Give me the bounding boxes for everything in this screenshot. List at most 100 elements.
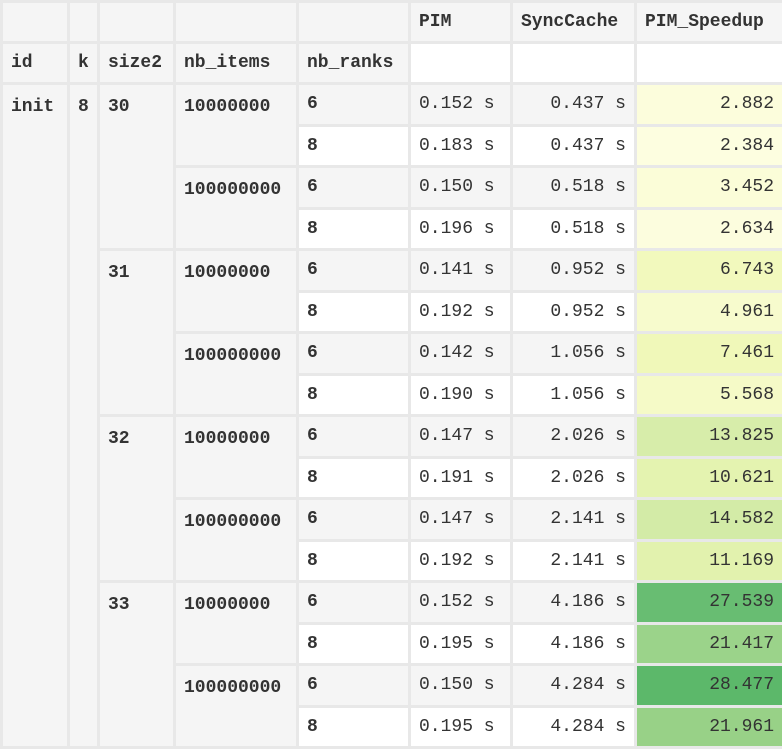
header-synccache: SyncCache (510, 0, 637, 44)
pim-cell: 0.152 s (408, 82, 513, 127)
speedup-cell: 3.452 (634, 165, 782, 210)
pim-cell: 0.147 s (408, 414, 513, 459)
synccache-cell: 4.284 s (510, 663, 637, 708)
synccache-cell: 0.952 s (510, 289, 637, 334)
table-row: 8 0.192 s 0.952 s 4.961 (2, 289, 782, 334)
id-cell: init (0, 82, 70, 749)
nb-items-cell: 10000000 (173, 414, 299, 500)
header-nb-items: nb_items (173, 41, 299, 85)
speedup-cell: 11.169 (634, 538, 782, 583)
nb-ranks-cell: 8 (296, 206, 411, 251)
k-cell: 8 (67, 82, 100, 749)
nb-ranks-cell: 8 (296, 372, 411, 417)
header-pim-speedup: PIM_Speedup (634, 0, 782, 44)
synccache-cell: 2.141 s (510, 538, 637, 583)
pim-cell: 0.192 s (408, 289, 513, 334)
nb-items-cell: 100000000 (173, 165, 299, 251)
table-row: 100000000 6 0.142 s 1.056 s 7.461 (2, 331, 782, 417)
nb-items-cell: 10000000 (173, 248, 299, 334)
pim-cell: 0.196 s (408, 206, 513, 251)
pim-cell: 0.195 s (408, 704, 513, 749)
synccache-cell: 0.437 s (510, 123, 637, 168)
table-row: 8 0.192 s 2.141 s 11.169 (2, 538, 782, 583)
nb-ranks-cell: 8 (296, 123, 411, 168)
pim-cell: 0.183 s (408, 123, 513, 168)
nb-ranks-cell: 6 (296, 663, 411, 708)
speedup-cell: 2.384 (634, 123, 782, 168)
pim-cell: 0.190 s (408, 372, 513, 417)
nb-ranks-cell: 6 (296, 497, 411, 542)
table-row: init 8 30 10000000 6 0.152 s 0.437 s 2.882 (0, 82, 782, 749)
speedup-cell: 6.743 (634, 248, 782, 293)
speedup-cell: 5.568 (634, 372, 782, 417)
synccache-cell: 1.056 s (510, 372, 637, 417)
pim-cell: 0.142 s (408, 331, 513, 376)
pim-cell: 0.150 s (408, 165, 513, 210)
synccache-cell: 0.952 s (510, 248, 637, 293)
speedup-cell: 21.961 (634, 704, 782, 749)
speedup-cell: 13.825 (634, 414, 782, 459)
header-blank-synccache (510, 41, 637, 85)
table-row: 8 0.183 s 0.437 s 2.384 (2, 123, 782, 168)
speedup-cell: 27.539 (634, 580, 782, 625)
synccache-cell: 4.284 s (510, 704, 637, 749)
header-id: id (0, 41, 70, 85)
size2-cell: 31 (97, 248, 176, 417)
nb-items-cell: 10000000 (173, 82, 299, 168)
nb-ranks-cell: 8 (296, 704, 411, 749)
header-nb-ranks: nb_ranks (296, 41, 411, 85)
speedup-cell: 28.477 (634, 663, 782, 708)
table-row: 8 0.190 s 1.056 s 5.568 (2, 372, 782, 417)
table-row: 100000000 6 0.150 s 0.518 s 3.452 (2, 165, 782, 251)
nb-items-cell: 10000000 (173, 580, 299, 666)
synccache-cell: 2.026 s (510, 414, 637, 459)
header-blank-nb-items (173, 0, 299, 44)
synccache-cell: 2.026 s (510, 455, 637, 500)
header-blank-size2 (97, 0, 176, 44)
nb-items-cell: 100000000 (173, 497, 299, 583)
pim-cell: 0.195 s (408, 621, 513, 666)
header-blank-speedup (634, 41, 782, 85)
table-row: 33 10000000 6 0.152 s 4.186 s 27.539 (2, 580, 782, 749)
nb-ranks-cell: 6 (296, 580, 411, 625)
speedup-cell: 4.961 (634, 289, 782, 334)
table-row: 31 10000000 6 0.141 s 0.952 s 6.743 (2, 248, 782, 417)
size2-cell: 33 (97, 580, 176, 749)
speedup-cell: 14.582 (634, 497, 782, 542)
synccache-cell: 2.141 s (510, 497, 637, 542)
pim-cell: 0.141 s (408, 248, 513, 293)
header-pim: PIM (408, 0, 513, 44)
nb-ranks-cell: 8 (296, 455, 411, 500)
nb-ranks-cell: 6 (296, 82, 411, 127)
header-blank-id (0, 0, 70, 44)
nb-items-cell: 100000000 (173, 331, 299, 417)
header-row-columns: PIM SyncCache PIM_Speedup (0, 0, 782, 44)
nb-ranks-cell: 6 (296, 331, 411, 376)
pim-cell: 0.147 s (408, 497, 513, 542)
header-blank-pim (408, 41, 513, 85)
speedup-cell: 21.417 (634, 621, 782, 666)
pim-cell: 0.152 s (408, 580, 513, 625)
speedup-cell: 7.461 (634, 331, 782, 376)
table-row: 8 0.191 s 2.026 s 10.621 (2, 455, 782, 500)
nb-ranks-cell: 8 (296, 621, 411, 666)
header-blank-nb-ranks (296, 0, 411, 44)
speedup-cell: 2.882 (634, 82, 782, 127)
table-body: init 8 30 10000000 6 0.152 s 0.437 s 2.882 8 0.18… (0, 82, 782, 749)
pim-cell: 0.150 s (408, 663, 513, 708)
table-row: 8 0.195 s 4.186 s 21.417 (2, 621, 782, 666)
synccache-cell: 4.186 s (510, 580, 637, 625)
nb-ranks-cell: 6 (296, 414, 411, 459)
synccache-cell: 1.056 s (510, 331, 637, 376)
header-k: k (67, 41, 100, 85)
nb-items-cell: 100000000 (173, 663, 299, 749)
pim-cell: 0.192 s (408, 538, 513, 583)
header-size2: size2 (97, 41, 176, 85)
size2-cell: 30 (97, 82, 176, 251)
size2-cell: 32 (97, 414, 176, 583)
speedup-cell: 10.621 (634, 455, 782, 500)
synccache-cell: 4.186 s (510, 621, 637, 666)
nb-ranks-cell: 6 (296, 165, 411, 210)
nb-ranks-cell: 6 (296, 248, 411, 293)
